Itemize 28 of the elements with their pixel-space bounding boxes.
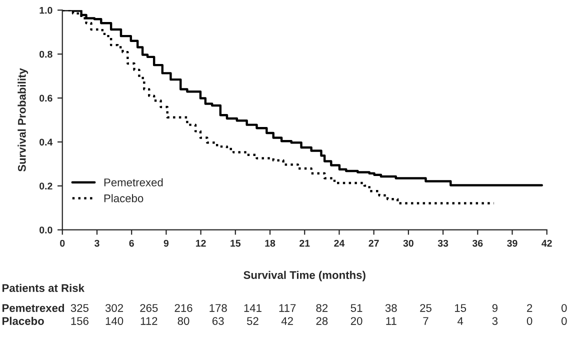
x-tick-label: 0 bbox=[60, 240, 65, 247]
legend-label: Placebo bbox=[104, 194, 144, 202]
y-tick-label: 0.2 bbox=[40, 182, 52, 190]
x-tick-label: 27 bbox=[368, 240, 379, 247]
text: Pemetrexed 325 302 265 216 178 141 117 82 51 38 25 15 9 2 0 bbox=[2, 304, 567, 312]
x-tick-label: 3 bbox=[94, 240, 100, 247]
y-tick-label: 0.8 bbox=[40, 50, 52, 58]
x-tick-label: 24 bbox=[334, 240, 345, 247]
x-tick-label: 39 bbox=[507, 240, 518, 247]
x-tick-label: 18 bbox=[265, 240, 276, 247]
y-tick-label: 1.0 bbox=[40, 6, 52, 14]
x-tick-label: 21 bbox=[300, 240, 310, 247]
x-tick-label: 33 bbox=[438, 240, 448, 247]
x-tick-label: 12 bbox=[196, 240, 206, 247]
x-tick-label: 6 bbox=[129, 240, 134, 247]
x-tick-label: 42 bbox=[542, 240, 552, 247]
x-tick-label: 15 bbox=[230, 240, 241, 247]
x-tick-label: 36 bbox=[472, 240, 483, 247]
y-tick-label: 0.6 bbox=[40, 94, 52, 102]
y-tick-label: 0.0 bbox=[40, 226, 52, 234]
x-tick-label: 30 bbox=[403, 240, 414, 247]
legend-label: Pemetrexed bbox=[104, 178, 163, 186]
y-tick-label: 0.4 bbox=[40, 138, 53, 146]
text: Placebo 156 140 112 80 63 52 42 28 20 11 7 4 3 0 0 bbox=[2, 316, 567, 325]
x-axis-title: Survival Time (months) bbox=[244, 270, 366, 282]
y-axis-title: Survival Probability bbox=[18, 68, 28, 172]
x-tick-label: 9 bbox=[164, 240, 169, 247]
text: Patients at Risk bbox=[2, 284, 85, 292]
